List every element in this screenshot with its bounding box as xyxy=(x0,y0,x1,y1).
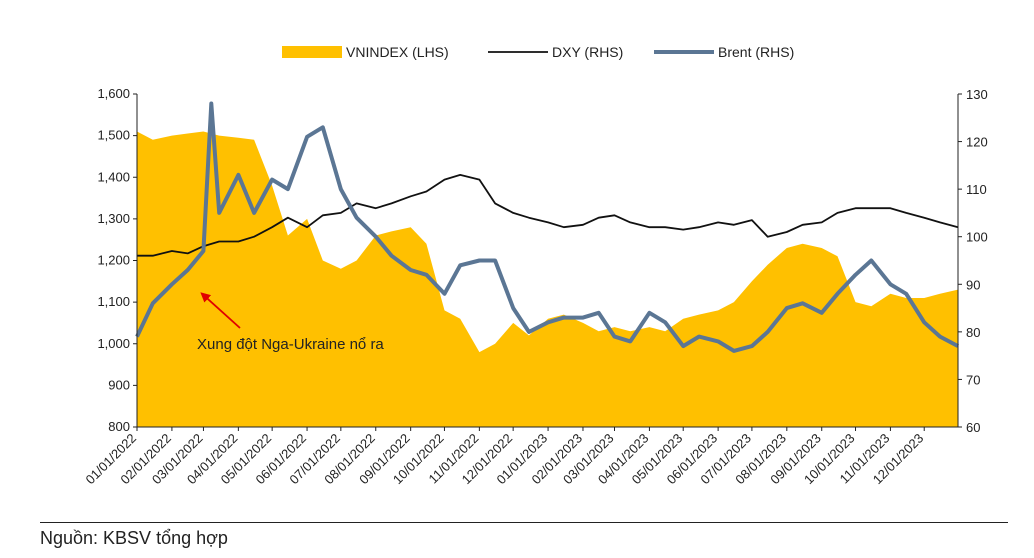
right-tick-label: 60 xyxy=(966,420,980,435)
legend-swatch-vnindex xyxy=(282,46,342,58)
footer-divider xyxy=(40,522,1008,523)
left-tick-label: 1,500 xyxy=(97,128,130,143)
right-tick-label: 120 xyxy=(966,135,988,150)
vnindex-area-layer xyxy=(137,131,958,427)
left-tick-label: 900 xyxy=(108,377,130,392)
annotation-layer: Xung đột Nga-Ukraine nổ ra xyxy=(197,292,384,353)
right-tick-label: 130 xyxy=(966,87,988,102)
left-tick-label: 1,100 xyxy=(97,294,130,309)
right-tick-label: 100 xyxy=(966,230,988,245)
legend-label: Brent (RHS) xyxy=(718,44,794,60)
left-tick-label: 1,000 xyxy=(97,336,130,351)
annotation-arrow xyxy=(200,292,241,329)
left-tick-label: 1,300 xyxy=(97,211,130,226)
legend-label: VNINDEX (LHS) xyxy=(346,44,449,60)
left-tick-label: 1,600 xyxy=(97,86,130,101)
left-tick-label: 800 xyxy=(108,419,130,434)
left-tick-label: 1,400 xyxy=(97,169,130,184)
annotation-label: Xung đột Nga-Ukraine nổ ra xyxy=(197,336,384,353)
chart: VNINDEX (LHS) DXY (RHS) Brent (RHS) 1,600 1… xyxy=(82,44,988,487)
legend-label: DXY (RHS) xyxy=(552,44,623,60)
right-tick-label: 70 xyxy=(966,372,980,387)
left-tick-label: 1,200 xyxy=(97,253,130,268)
brent-line xyxy=(135,101,959,353)
line-layer xyxy=(135,101,959,353)
right-tick-label: 110 xyxy=(966,182,987,197)
source-note: Nguồn: KBSV tổng hợp xyxy=(40,528,228,548)
legend: VNINDEX (LHS) DXY (RHS) Brent (RHS) xyxy=(282,44,794,60)
dxy-line xyxy=(137,174,959,257)
right-tick-label: 80 xyxy=(966,325,980,340)
right-tick-label: 90 xyxy=(966,277,980,292)
vnindex-area xyxy=(137,131,958,427)
